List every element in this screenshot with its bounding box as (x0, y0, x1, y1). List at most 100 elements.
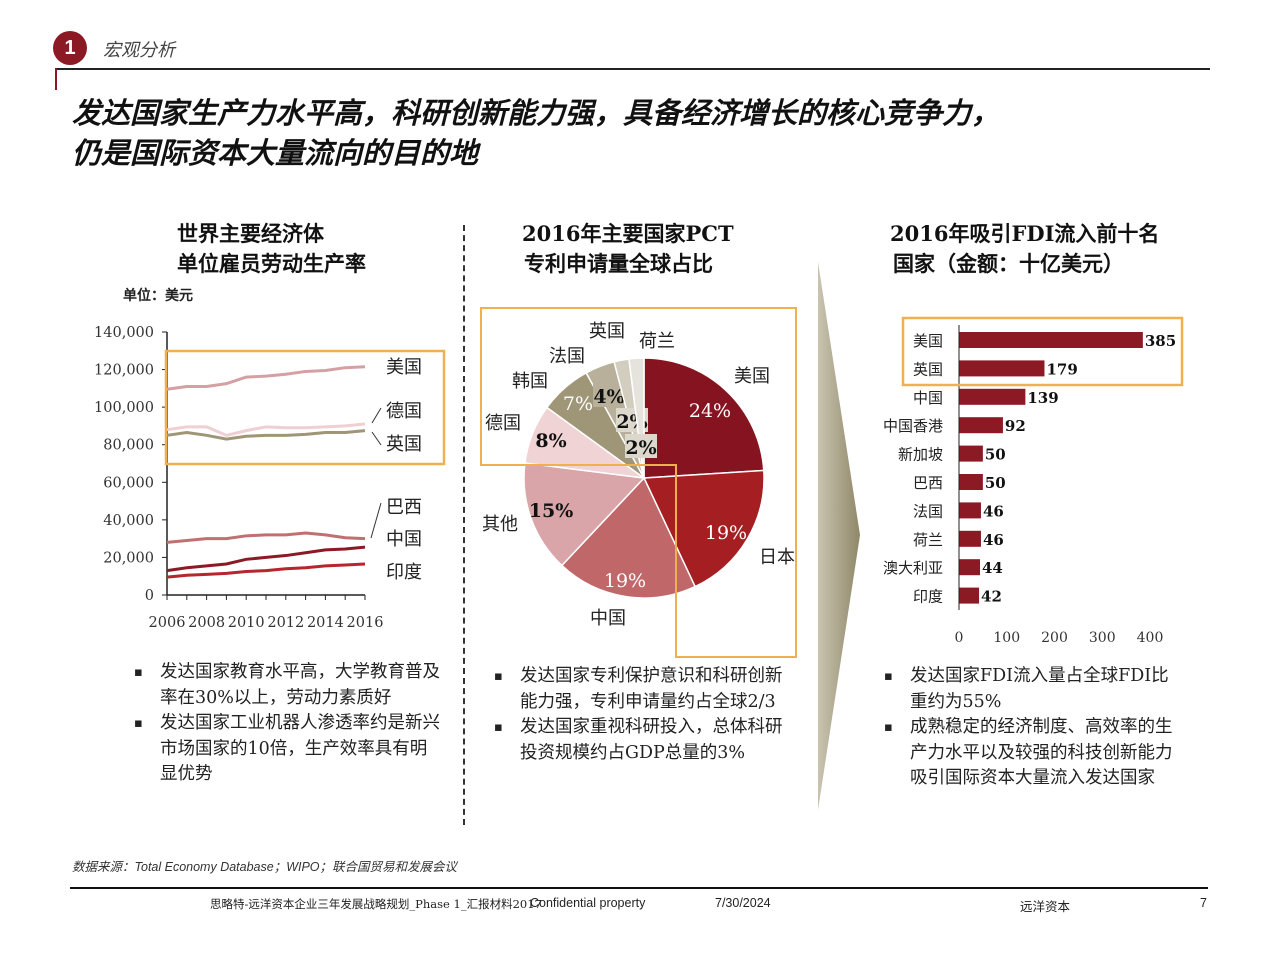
line-series-德国 (166, 422, 366, 437)
header-divider (55, 68, 1210, 70)
category-label: 中国 (913, 389, 943, 407)
leader-line (371, 431, 382, 446)
bullets-left: 发达国家教育水平高，大学教育普及率在30%以上，劳动力素质好 发达国家工业机器人… (134, 660, 440, 788)
data-label: 4% (593, 386, 624, 408)
bar-value-label: 46 (983, 531, 1004, 549)
leader-line (371, 407, 382, 424)
bar-chart: 385 美国 179 英国 139 中国 92 中国香港 50 新加坡 50 巴西 46 法国 46 荷兰 44… (883, 325, 1176, 646)
category-label: 英国 (913, 360, 943, 378)
y-tick-label: 20,000 (103, 550, 154, 566)
x-tick-label: 2012 (267, 615, 304, 631)
line-chart-unit: 单位：美元 (123, 288, 193, 304)
category-label: 美国 (734, 366, 770, 387)
data-label-bg (593, 383, 625, 407)
category-label: 荷兰 (913, 531, 943, 549)
section-label: 宏观分析 (103, 40, 175, 61)
bar-澳大利亚 (959, 559, 981, 576)
header-accent (55, 68, 57, 90)
data-label: 19% (604, 570, 646, 592)
bar-value-label: 179 (1046, 360, 1077, 378)
y-tick-label: 120,000 (94, 363, 154, 379)
category-label: 法国 (913, 502, 943, 520)
category-label: 英国 (589, 321, 625, 342)
pie-slice-其他 (523, 462, 646, 567)
category-label: 中国 (590, 608, 626, 629)
y-tick-label: 40,000 (103, 513, 154, 529)
legend-label: 德国 (386, 401, 422, 422)
bar-value-label: 385 (1145, 332, 1176, 350)
legend-label: 美国 (386, 357, 422, 378)
data-label: 2% (625, 437, 656, 459)
pie-slice-美国 (643, 357, 765, 479)
footer-divider (70, 887, 1208, 889)
bar-中国香港 (959, 417, 1003, 434)
x-tick-label: 2010 (228, 615, 265, 631)
category-label: 美国 (913, 332, 943, 350)
bar-value-label: 42 (981, 588, 1002, 606)
bar-中国 (959, 388, 1026, 405)
data-label: 24% (689, 400, 731, 422)
footer-confidential: Confidential property (530, 896, 646, 910)
bar-印度 (959, 587, 980, 604)
line-chart: 0 20,000 40,000 60,000 80,000 100,000 120,000 1… (94, 325, 422, 631)
bar-chart-title-1: 2016年吸引FDI流入前十名 (890, 221, 1160, 246)
x-tick-label: 2016 (347, 615, 384, 631)
category-label: 澳大利亚 (883, 559, 943, 577)
legend-label: 印度 (386, 562, 422, 583)
x-tick-label: 300 (1089, 630, 1116, 646)
footer-company: 远洋资本 (1020, 899, 1071, 914)
category-label: 日本 (759, 547, 795, 568)
bar-value-label: 50 (985, 446, 1006, 464)
y-tick-label: 80,000 (103, 438, 154, 454)
legend-label: 巴西 (386, 497, 422, 518)
data-label-bg (625, 434, 657, 458)
y-tick-label: 0 (145, 588, 154, 604)
line-series-中国 (166, 545, 366, 573)
leader-line (370, 502, 382, 539)
x-tick-label: 0 (955, 630, 964, 646)
y-tick-label: 140,000 (94, 325, 154, 341)
bar-value-label: 44 (982, 559, 1003, 577)
highlight-box-bar (901, 316, 1184, 387)
y-tick-label: 100,000 (94, 400, 154, 416)
bar-value-label: 46 (983, 502, 1004, 520)
bullet: 发达国家专利保护意识和科研创新能力强，专利申请量约占全球2/3 (494, 664, 785, 715)
x-tick-label: 2008 (188, 615, 225, 631)
line-series-印度 (166, 562, 366, 579)
data-label: 15% (529, 500, 574, 522)
footer-page-number: 7 (1200, 896, 1207, 910)
y-tick-label: 60,000 (103, 475, 154, 491)
highlight-box-line (164, 349, 446, 466)
bullet: 发达国家工业机器人渗透率约是新兴市场国家的10倍，生产效率具有明显优势 (134, 711, 440, 788)
bar-chart-title-2: 国家（金额：十亿美元） (893, 251, 1124, 276)
bullet: 发达国家教育水平高，大学教育普及率在30%以上，劳动力素质好 (134, 660, 440, 711)
x-tick-label: 2014 (307, 615, 344, 631)
pie-slice-日本 (642, 469, 765, 588)
line-series-英国 (166, 429, 366, 441)
data-label: 19% (705, 522, 747, 544)
bar-英国 (959, 360, 1045, 377)
category-label: 印度 (913, 588, 943, 606)
bar-新加坡 (959, 445, 983, 462)
highlight-box-pie (480, 307, 797, 658)
bar-value-label: 139 (1027, 389, 1058, 407)
bullets-middle: 发达国家专利保护意识和科研创新能力强，专利申请量约占全球2/3 发达国家重视科研… (494, 664, 785, 766)
bar-法国 (959, 502, 981, 519)
footer-date: 7/30/2024 (715, 896, 771, 910)
page-title-line1: 发达国家生产力水平高，科研创新能力强，具备经济增长的核心竞争力， (72, 96, 1001, 130)
bullet: 发达国家重视科研投入，总体科研投资规模约占GDP总量的3% (494, 715, 785, 766)
category-label: 德国 (485, 413, 521, 434)
x-tick-label: 400 (1137, 630, 1164, 646)
x-tick-label: 100 (993, 630, 1020, 646)
data-label: 8% (535, 430, 566, 452)
legend-label: 英国 (386, 434, 422, 455)
bar-value-label: 92 (1005, 417, 1026, 435)
category-label: 巴西 (913, 474, 943, 492)
bullet: 成熟稳定的经济制度、高效率的生产力水平以及较强的科技创新能力吸引国际资本大量流入… (884, 715, 1175, 792)
pie-chart-title-1: 2016年主要国家PCT (522, 221, 734, 246)
pie-slice-中国 (560, 476, 697, 599)
category-label: 韩国 (512, 371, 548, 392)
page-title-line2: 仍是国际资本大量流向的目的地 (72, 136, 479, 170)
x-tick-label: 200 (1041, 630, 1068, 646)
